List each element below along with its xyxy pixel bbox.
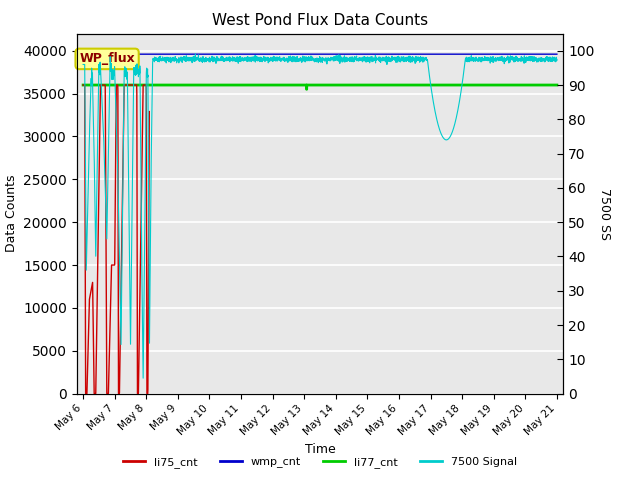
Y-axis label: 7500 SS: 7500 SS	[598, 188, 611, 240]
Y-axis label: Data Counts: Data Counts	[4, 175, 18, 252]
Text: WP_flux: WP_flux	[79, 52, 135, 65]
Legend: li75_cnt, wmp_cnt, li77_cnt, 7500 Signal: li75_cnt, wmp_cnt, li77_cnt, 7500 Signal	[118, 452, 522, 472]
X-axis label: Time: Time	[305, 443, 335, 456]
Title: West Pond Flux Data Counts: West Pond Flux Data Counts	[212, 13, 428, 28]
